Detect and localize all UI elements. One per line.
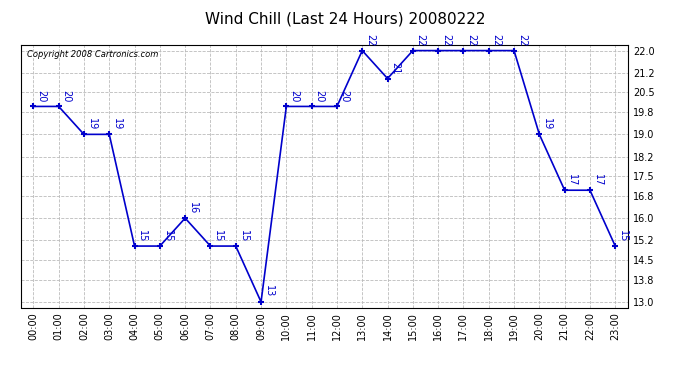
Text: 20: 20 <box>315 90 324 102</box>
Text: 22: 22 <box>365 34 375 46</box>
Text: 15: 15 <box>213 230 224 242</box>
Text: 16: 16 <box>188 202 198 214</box>
Text: 19: 19 <box>542 118 552 130</box>
Text: 22: 22 <box>441 34 451 46</box>
Text: 20: 20 <box>289 90 299 102</box>
Text: 15: 15 <box>137 230 148 242</box>
Text: 20: 20 <box>339 90 350 102</box>
Text: 17: 17 <box>567 174 578 186</box>
Text: 20: 20 <box>61 90 72 102</box>
Text: 17: 17 <box>593 174 603 186</box>
Text: 15: 15 <box>239 230 248 242</box>
Text: 20: 20 <box>36 90 46 102</box>
Text: 19: 19 <box>112 118 122 130</box>
Text: 19: 19 <box>87 118 97 130</box>
Text: 22: 22 <box>491 34 502 46</box>
Text: 22: 22 <box>415 34 426 46</box>
Text: 22: 22 <box>517 34 527 46</box>
Text: 15: 15 <box>163 230 172 242</box>
Text: 22: 22 <box>466 34 476 46</box>
Text: 21: 21 <box>391 62 400 74</box>
Text: Wind Chill (Last 24 Hours) 20080222: Wind Chill (Last 24 Hours) 20080222 <box>205 11 485 26</box>
Text: Copyright 2008 Cartronics.com: Copyright 2008 Cartronics.com <box>27 50 158 59</box>
Text: 15: 15 <box>618 230 628 242</box>
Text: 13: 13 <box>264 285 274 298</box>
